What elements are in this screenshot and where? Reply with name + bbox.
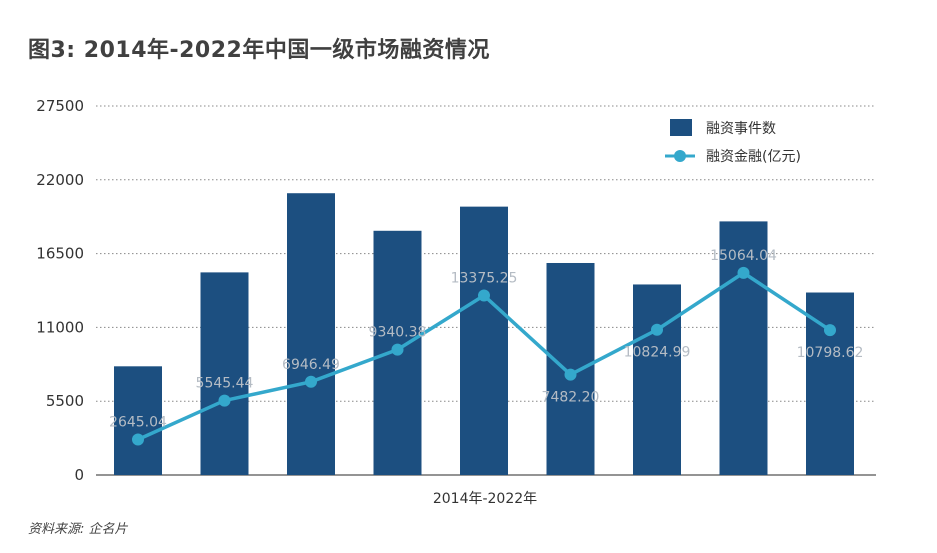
line-point <box>564 368 577 381</box>
legend-label: 融资事件数 <box>706 121 776 137</box>
line-point <box>651 323 663 336</box>
data-label: 10798.62 <box>797 345 864 361</box>
line-point <box>737 266 750 279</box>
line-series <box>132 266 836 446</box>
y-axis-ticks: 0 5500 11000 16500 22000 27500 <box>36 97 84 484</box>
line-point <box>305 375 317 388</box>
line-point <box>218 394 231 407</box>
legend-swatch-bar <box>670 119 692 136</box>
data-label: 6946.49 <box>282 357 340 373</box>
y-tick-label: 0 <box>74 466 84 484</box>
data-labels: 2645.04 5545.44 6946.49 9340.38 13375.25 7482… <box>109 248 863 431</box>
legend-label: 融资金融(亿元) <box>706 149 801 165</box>
legend-swatch-point <box>674 150 686 162</box>
data-label: 13375.25 <box>451 271 518 287</box>
x-axis-label: 2014年-2022年 <box>433 491 537 507</box>
bar <box>200 272 249 475</box>
y-tick-label: 22000 <box>36 171 84 189</box>
y-tick-label: 5500 <box>46 392 84 410</box>
source-note: 资料来源: 企名片 <box>28 522 128 537</box>
bar <box>633 284 681 475</box>
data-label: 10824.99 <box>624 345 691 361</box>
bar-series <box>114 193 854 476</box>
y-tick-label: 27500 <box>36 97 84 115</box>
line-point <box>824 324 836 337</box>
data-label: 2645.04 <box>109 415 167 431</box>
bar <box>719 221 768 475</box>
bar <box>460 206 508 476</box>
bar <box>114 366 162 475</box>
data-label: 15064.04 <box>710 248 777 264</box>
data-label: 7482.20 <box>542 390 600 406</box>
chart-title: 图3: 2014年-2022年中国一级市场融资情况 <box>28 38 490 63</box>
data-label: 5545.44 <box>196 376 254 392</box>
data-label: 9340.38 <box>369 325 427 341</box>
line-point <box>132 433 144 446</box>
bar <box>806 292 854 475</box>
y-tick-label: 16500 <box>36 245 84 263</box>
line-point <box>478 289 490 302</box>
y-tick-label: 11000 <box>36 318 84 336</box>
bar <box>287 193 335 475</box>
line-point <box>391 343 404 356</box>
